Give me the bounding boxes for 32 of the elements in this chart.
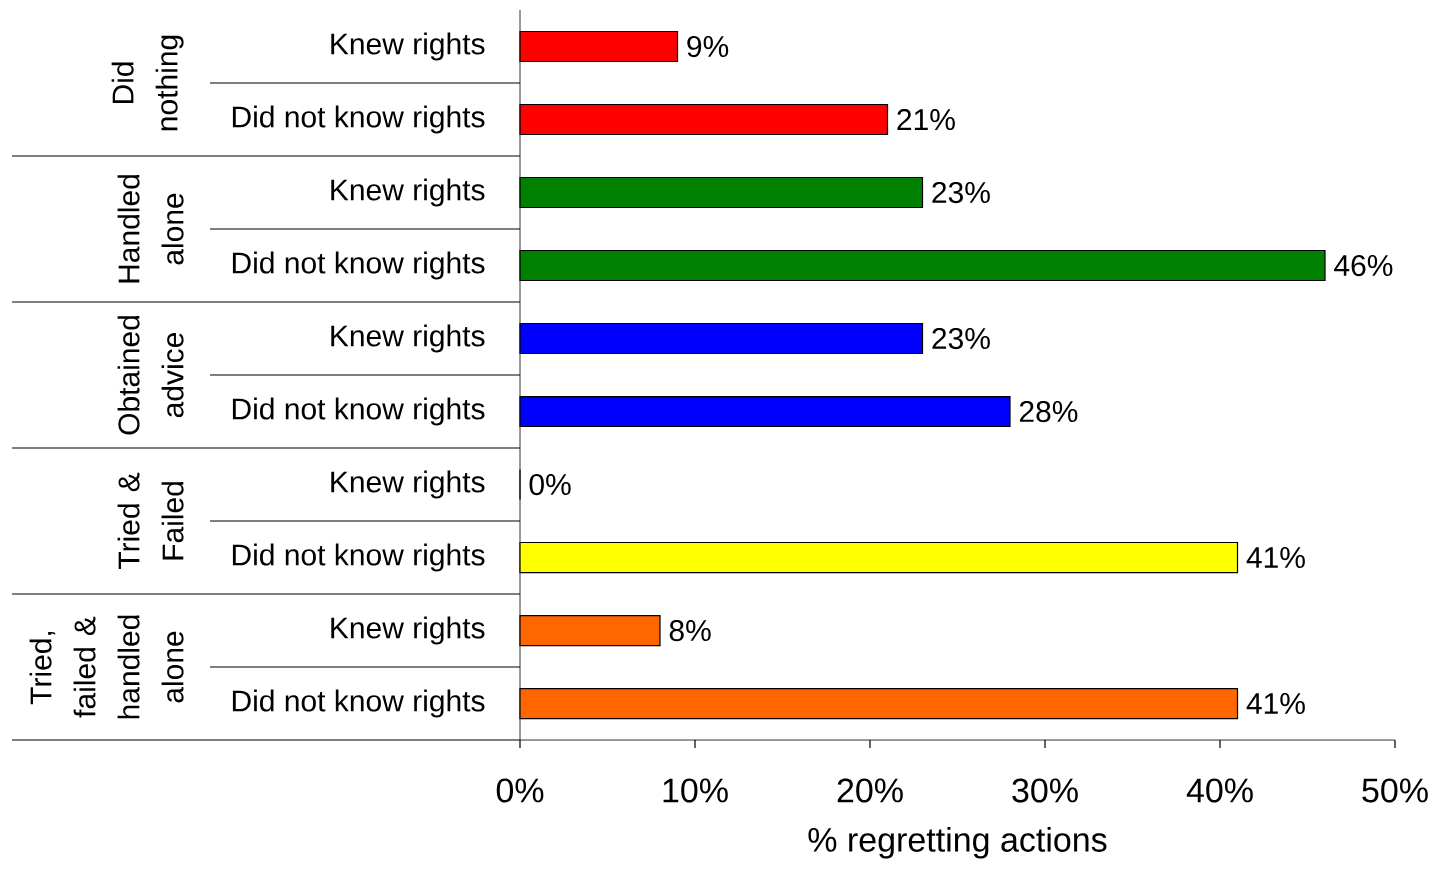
text: Did nothing [111,35,184,131]
y-tick-label: Did not know rights [232,397,485,426]
x-tick-label: 20% [837,778,903,803]
data-label: 41% [1246,547,1305,569]
text: Tried, failed & handled alone [29,615,184,719]
x-axis-title: % regretting actions [808,826,1107,859]
x-tick-label: 50% [1362,778,1428,803]
y-tick-label: Knew rights [331,324,485,353]
data-label: 46% [1334,254,1393,277]
data-label: 8% [669,619,711,642]
y-tick-label: Did not know rights [232,251,485,280]
text: Tried & Failed [117,472,184,569]
x-tick-label: 10% [663,778,728,803]
y-tick-label: Knew rights [331,178,485,207]
y-tick-label: Knew rights [331,616,485,645]
x-tick-label: 40% [1186,778,1253,803]
data-label: 21% [897,108,955,131]
y-tick-label: Knew rights [331,32,485,61]
data-label: 0% [529,473,571,496]
x-tick-label: 0% [496,778,544,803]
data-label: 41% [1246,693,1305,715]
data-label: 28% [1019,400,1078,423]
y-tick-label: Did not know rights [232,543,485,572]
text: Handled alone [117,175,184,283]
text: Obtained advice [117,316,184,435]
data-label: 23% [932,181,990,204]
y-tick-label: Did not know rights [232,105,485,134]
data-label: 23% [932,327,990,350]
y-tick-label: Knew rights [331,470,485,499]
y-tick-label: Did not know rights [232,689,485,718]
x-tick-label: 30% [1012,778,1078,803]
data-label: 9% [687,35,729,58]
